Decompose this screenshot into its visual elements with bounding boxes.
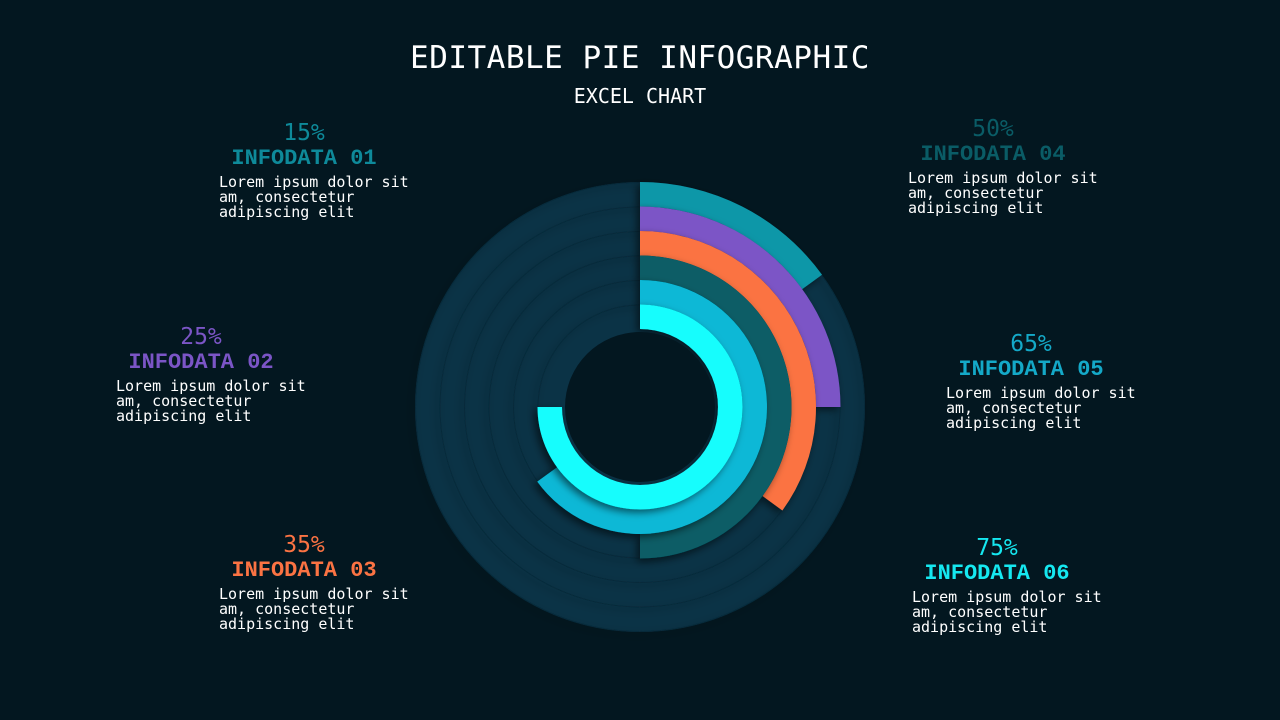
- info-description: Lorem ipsum dolor sit am, consectetur ad…: [219, 585, 409, 633]
- info-description: Lorem ipsum dolor sit am, consectetur ad…: [116, 377, 306, 425]
- info-block-03: 35% INFODATA 03 Lorem ipsum dolor sit am…: [219, 532, 419, 632]
- info-percent: 15%: [283, 120, 325, 146]
- info-description: Lorem ipsum dolor sit am, consectetur ad…: [219, 173, 409, 221]
- info-percent: 75%: [976, 535, 1018, 561]
- info-percent: 65%: [1010, 331, 1052, 357]
- info-block-05: 65% INFODATA 05 Lorem ipsum dolor sit am…: [946, 331, 1146, 431]
- info-block-04: 50% INFODATA 04 Lorem ipsum dolor sit am…: [908, 116, 1108, 216]
- info-name: INFODATA 03: [231, 558, 377, 583]
- info-block-06: 75% INFODATA 06 Lorem ipsum dolor sit am…: [912, 535, 1112, 635]
- info-block-02: 25% INFODATA 02 Lorem ipsum dolor sit am…: [116, 324, 316, 424]
- info-percent: 35%: [283, 532, 325, 558]
- info-description: Lorem ipsum dolor sit am, consectetur ad…: [912, 588, 1102, 636]
- chart-subtitle: EXCEL CHART: [573, 84, 707, 108]
- info-name: INFODATA 04: [920, 142, 1066, 167]
- info-name: INFODATA 06: [924, 561, 1070, 586]
- chart-center-hole: [565, 332, 715, 482]
- info-description: Lorem ipsum dolor sit am, consectetur ad…: [946, 384, 1136, 432]
- ring-arc-04: [640, 255, 792, 559]
- info-name: INFODATA 01: [231, 146, 377, 171]
- info-percent: 25%: [180, 324, 222, 350]
- ring-arc-02: [640, 206, 841, 407]
- info-block-01: 15% INFODATA 01 Lorem ipsum dolor sit am…: [219, 120, 419, 220]
- info-description: Lorem ipsum dolor sit am, consectetur ad…: [908, 169, 1098, 217]
- ring-arc-01: [640, 182, 823, 290]
- info-name: INFODATA 05: [958, 357, 1104, 382]
- chart-title: EDITABLE PIE INFOGRAPHIC: [410, 40, 870, 76]
- info-name: INFODATA 02: [128, 350, 274, 375]
- info-percent: 50%: [972, 116, 1014, 142]
- ring-arc-03: [640, 231, 816, 511]
